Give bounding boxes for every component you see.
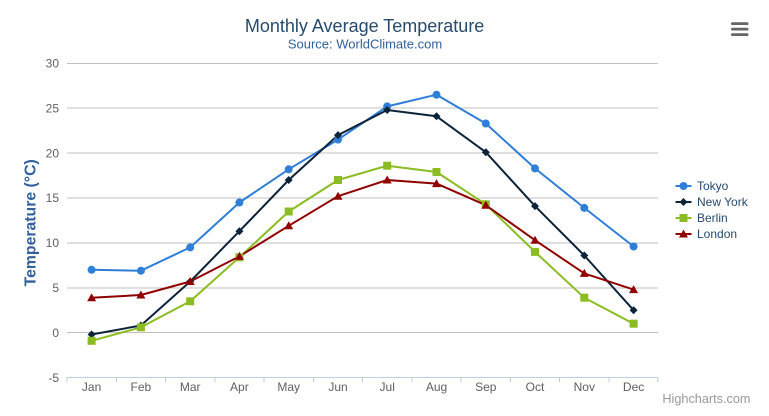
svg-text:Dec: Dec xyxy=(623,380,644,394)
svg-text:0: 0 xyxy=(52,326,59,340)
svg-text:25: 25 xyxy=(46,101,60,115)
svg-text:30: 30 xyxy=(46,57,60,71)
svg-text:May: May xyxy=(277,380,300,394)
svg-text:Sep: Sep xyxy=(475,380,497,394)
svg-text:5: 5 xyxy=(52,281,59,295)
svg-text:London: London xyxy=(697,227,737,241)
svg-text:Feb: Feb xyxy=(131,380,152,394)
svg-text:20: 20 xyxy=(46,146,60,160)
svg-text:Aug: Aug xyxy=(426,380,447,394)
svg-text:-5: -5 xyxy=(48,371,59,385)
svg-text:Apr: Apr xyxy=(230,380,249,394)
svg-text:Tokyo: Tokyo xyxy=(697,179,729,193)
svg-text:Source: WorldClimate.com: Source: WorldClimate.com xyxy=(288,37,442,52)
svg-text:Jul: Jul xyxy=(380,380,395,394)
svg-text:10: 10 xyxy=(46,236,60,250)
svg-text:Oct: Oct xyxy=(526,380,545,394)
svg-text:Nov: Nov xyxy=(574,380,595,394)
svg-text:Berlin: Berlin xyxy=(697,211,728,225)
svg-text:New York: New York xyxy=(697,195,749,209)
svg-text:Mar: Mar xyxy=(180,380,201,394)
svg-text:Jan: Jan xyxy=(82,380,101,394)
svg-text:Highcharts.com: Highcharts.com xyxy=(662,392,750,406)
svg-text:15: 15 xyxy=(46,191,60,205)
svg-text:Monthly Average Temperature: Monthly Average Temperature xyxy=(245,16,484,36)
svg-text:Temperature (°C): Temperature (°C) xyxy=(23,159,40,286)
svg-text:Jun: Jun xyxy=(328,380,347,394)
